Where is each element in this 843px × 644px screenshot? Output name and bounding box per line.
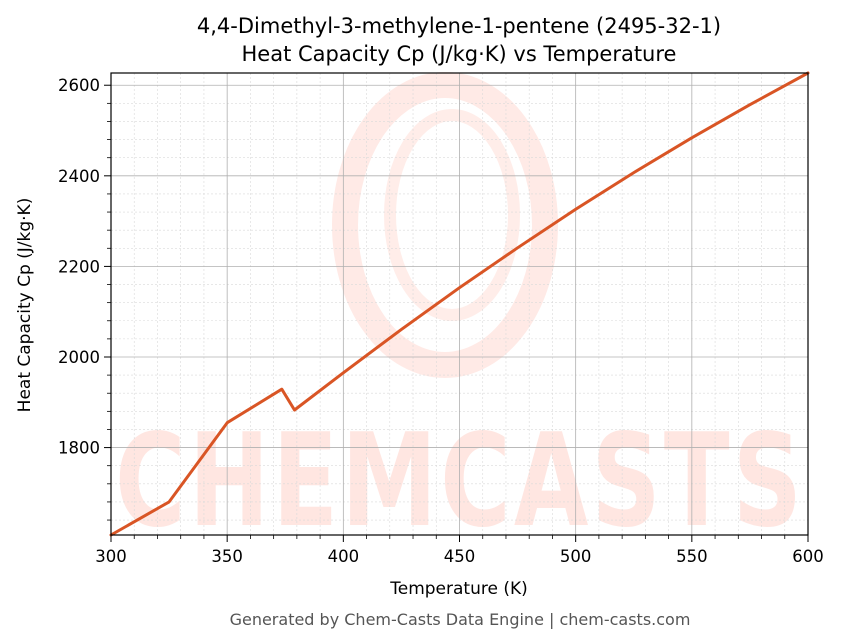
chart-title: 4,4-Dimethyl-3-methylene-1-pentene (2495… — [197, 14, 721, 38]
y-tick-label: 1800 — [58, 439, 100, 458]
x-tick-label: 350 — [211, 547, 243, 566]
watermark-logo — [332, 72, 558, 378]
series-line — [109, 71, 810, 537]
y-axis-label: Heat Capacity Cp (J/kg·K) — [15, 198, 35, 413]
y-tick-label: 2400 — [58, 167, 100, 186]
x-tick-label: 500 — [560, 547, 592, 566]
y-tick-label: 2000 — [58, 348, 100, 367]
watermark: CHEMCASTS — [115, 72, 805, 556]
x-axis-label: Temperature (K) — [389, 579, 528, 599]
x-tick-label: 400 — [328, 547, 360, 566]
chart-subtitle: Heat Capacity Cp (J/kg·K) vs Temperature — [242, 42, 677, 66]
axis-ticks — [104, 84, 809, 542]
y-tick-label: 2600 — [58, 76, 100, 95]
x-tick-label: 550 — [676, 547, 708, 566]
footer-credit: Generated by Chem-Casts Data Engine | ch… — [230, 610, 691, 629]
y-tick-label: 2200 — [58, 257, 100, 276]
x-tick-label: 600 — [792, 547, 824, 566]
major-grid — [110, 73, 809, 535]
x-tick-labels: 300 350 400 450 500 550 600 — [95, 547, 824, 566]
x-tick-label: 300 — [95, 547, 127, 566]
watermark-text: CHEMCASTS — [115, 407, 805, 556]
x-tick-label: 450 — [444, 547, 476, 566]
y-tick-labels: 1800 2000 2200 2400 2600 — [58, 76, 100, 457]
